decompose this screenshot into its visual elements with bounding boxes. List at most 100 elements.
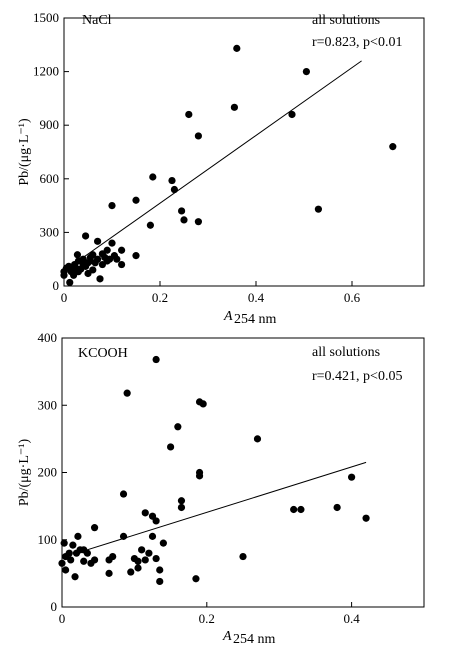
data-point bbox=[177, 503, 186, 512]
data-point bbox=[314, 205, 322, 213]
data-point bbox=[159, 539, 167, 547]
plot-frame bbox=[63, 17, 425, 287]
data-point bbox=[348, 473, 356, 481]
y-tick-label: 200 bbox=[38, 465, 58, 480]
data-point bbox=[194, 218, 202, 226]
data-point bbox=[60, 539, 68, 547]
data-point bbox=[152, 355, 160, 364]
chart-panel-2: 0 100 200 300 400 0 0.2 0.4 KCOOH all solutions r=… bbox=[17, 330, 425, 647]
data-point bbox=[156, 577, 164, 586]
data-point bbox=[185, 110, 193, 119]
data-point bbox=[73, 251, 82, 259]
data-point bbox=[103, 246, 111, 254]
data-point bbox=[119, 490, 128, 498]
data-point bbox=[113, 255, 121, 263]
annotation-stats: r=0.421, p<0.05 bbox=[312, 369, 402, 384]
data-point bbox=[66, 278, 74, 287]
panel-label: KCOOH bbox=[78, 346, 128, 361]
y-tick-label: 900 bbox=[40, 117, 60, 132]
data-point bbox=[90, 524, 99, 532]
x-axis-label-subscript: 254 nm bbox=[234, 312, 277, 327]
x-tick-label: 0.2 bbox=[152, 290, 168, 305]
x-tick-label: 0.4 bbox=[248, 290, 265, 305]
data-point bbox=[167, 443, 175, 451]
data-point bbox=[69, 541, 77, 549]
data-point bbox=[253, 435, 262, 443]
x-tick-label: 0.2 bbox=[199, 611, 215, 626]
data-point bbox=[141, 509, 149, 517]
y-tick-label: 400 bbox=[38, 330, 58, 345]
regression-line bbox=[82, 60, 362, 258]
data-point bbox=[65, 549, 73, 557]
data-point bbox=[168, 176, 176, 185]
data-point bbox=[96, 275, 104, 283]
data-point bbox=[71, 573, 79, 581]
data-point bbox=[67, 556, 75, 564]
data-point bbox=[105, 569, 113, 577]
data-point bbox=[58, 559, 66, 567]
data-point bbox=[62, 566, 70, 574]
y-tick-label: 0 bbox=[51, 599, 58, 614]
regression-line bbox=[76, 461, 367, 554]
data-point bbox=[178, 207, 186, 215]
data-point bbox=[233, 44, 241, 52]
data-point bbox=[199, 400, 207, 408]
y-tick-label: 100 bbox=[38, 532, 58, 547]
x-axis-label-subscript: 254 nm bbox=[233, 632, 276, 647]
x-tick-label: 0 bbox=[61, 290, 68, 305]
data-point bbox=[146, 221, 154, 229]
data-point bbox=[89, 266, 97, 274]
data-point bbox=[230, 103, 238, 111]
y-tick-label: 1500 bbox=[33, 10, 59, 25]
data-point bbox=[118, 260, 126, 269]
data-point bbox=[389, 143, 397, 151]
data-point bbox=[108, 239, 116, 247]
data-point bbox=[170, 185, 178, 194]
data-point bbox=[119, 532, 128, 540]
data-point bbox=[194, 132, 202, 140]
data-point bbox=[174, 423, 182, 431]
annotation-line1: all solutions bbox=[312, 345, 380, 360]
data-point bbox=[94, 255, 102, 263]
data-point bbox=[141, 556, 149, 564]
data-point bbox=[108, 202, 116, 210]
data-point bbox=[127, 568, 135, 576]
data-point bbox=[118, 246, 126, 254]
data-point bbox=[152, 517, 160, 525]
data-point bbox=[132, 252, 140, 260]
data-point bbox=[192, 575, 200, 583]
data-point bbox=[82, 232, 90, 240]
y-tick-label: 1200 bbox=[33, 64, 59, 79]
data-point bbox=[148, 532, 157, 540]
x-axis-label: A bbox=[223, 309, 233, 324]
data-point bbox=[333, 503, 341, 512]
data-point bbox=[80, 557, 88, 565]
data-point bbox=[134, 564, 142, 572]
data-point bbox=[239, 552, 247, 561]
y-tick-label: 0 bbox=[53, 278, 60, 293]
data-point bbox=[134, 557, 142, 565]
data-point bbox=[177, 497, 186, 505]
data-point bbox=[156, 566, 164, 574]
data-point bbox=[149, 173, 157, 181]
data-point bbox=[89, 251, 97, 259]
data-point bbox=[74, 532, 82, 540]
data-point bbox=[145, 549, 153, 557]
data-point bbox=[94, 237, 102, 245]
data-point bbox=[180, 216, 188, 224]
panel-label: NaCl bbox=[82, 13, 112, 28]
y-tick-label: 300 bbox=[40, 224, 60, 239]
y-tick-label: 600 bbox=[40, 171, 60, 186]
data-point bbox=[302, 68, 310, 76]
data-point bbox=[152, 554, 160, 563]
y-axis-label: Pb/(μg·L⁻¹) bbox=[17, 439, 32, 507]
data-point bbox=[290, 505, 298, 514]
data-point bbox=[90, 556, 99, 564]
data-point bbox=[109, 552, 117, 561]
x-tick-label: 0.6 bbox=[344, 290, 361, 305]
data-point bbox=[123, 389, 131, 397]
data-point bbox=[288, 110, 296, 119]
chart-panel-1: 0 300 600 900 1200 1500 0 0.2 0.4 0.6 NaCl all solu… bbox=[17, 10, 425, 327]
annotation-line1: all solutions bbox=[312, 13, 380, 28]
